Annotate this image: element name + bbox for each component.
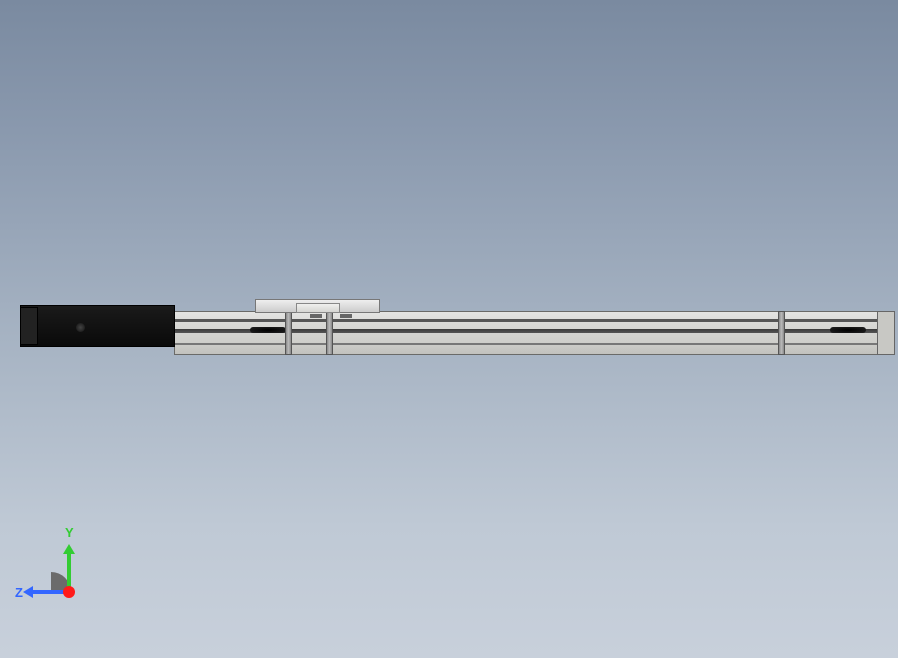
cad-viewport[interactable]: Y Z bbox=[0, 0, 898, 658]
motor-face-plate bbox=[20, 307, 38, 345]
rail-top-groove bbox=[174, 319, 894, 322]
y-axis-arrow bbox=[63, 544, 75, 554]
mounting-slot-right bbox=[830, 327, 866, 333]
z-axis-label: Z bbox=[15, 585, 23, 600]
carriage-notch-2 bbox=[340, 314, 352, 318]
motor-mount-hole bbox=[76, 323, 85, 332]
linear-rail-assembly[interactable] bbox=[20, 299, 878, 359]
orientation-triad[interactable]: Y Z bbox=[25, 530, 95, 600]
carriage-notch-1 bbox=[310, 314, 322, 318]
triad-origin[interactable] bbox=[63, 586, 75, 598]
stepper-motor bbox=[20, 305, 175, 347]
support-bracket-1 bbox=[285, 311, 292, 355]
support-bracket-2 bbox=[326, 311, 333, 355]
rail-end-cap bbox=[877, 311, 895, 355]
mounting-slot-left bbox=[250, 327, 286, 333]
rail-bottom-groove bbox=[174, 343, 894, 345]
y-axis-line[interactable] bbox=[67, 552, 71, 588]
y-axis-label: Y bbox=[65, 525, 74, 540]
z-axis-arrow bbox=[23, 586, 33, 598]
carriage-top-plate bbox=[296, 303, 340, 313]
z-axis-line[interactable] bbox=[33, 590, 67, 594]
support-bracket-3 bbox=[778, 311, 785, 355]
rail-extrusion-body bbox=[174, 311, 894, 355]
